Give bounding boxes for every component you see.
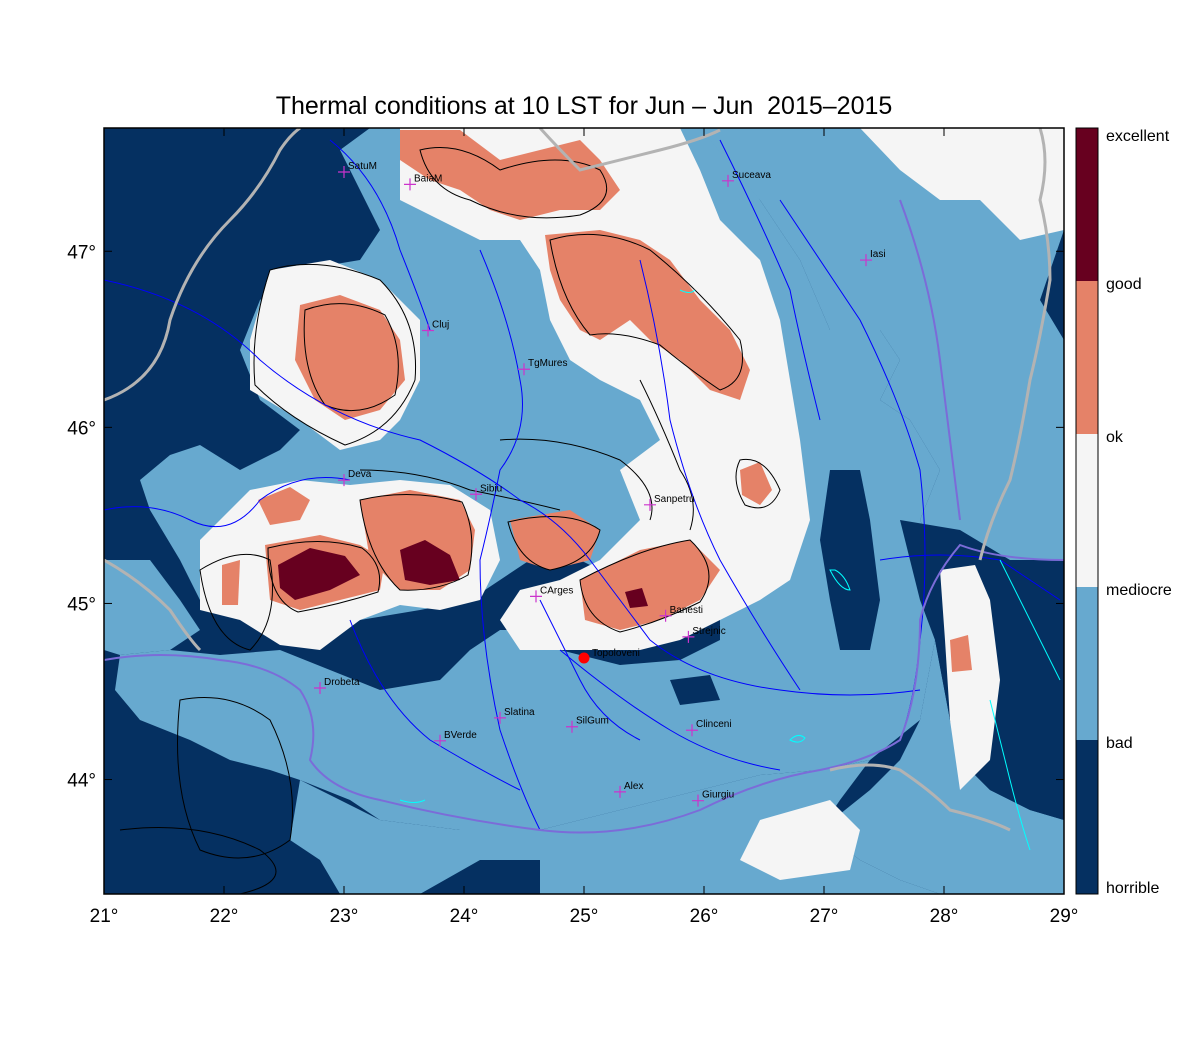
city-marker-iasi: [860, 254, 872, 267]
lon-tick-label-23: 23°: [330, 906, 359, 927]
colorbar-swatch-ok: [1076, 434, 1098, 587]
city-marker-banesti: [659, 609, 672, 622]
region-bad-east: [700, 128, 1064, 894]
city-marker-satum: [338, 166, 350, 179]
city-label-baiam: BaiaM: [414, 173, 442, 184]
national-borders: [104, 128, 1052, 832]
region-mediocre-northeast: [860, 128, 1064, 240]
city-label-satum: SatuM: [348, 161, 377, 172]
lon-tick-label-22: 22°: [210, 906, 239, 927]
site-marker-topoloveni: [578, 652, 590, 664]
region-good-fagaras: [510, 510, 600, 570]
lat-tick-label-45: 45°: [67, 594, 96, 615]
colorbar: excellent good ok mediocre bad horrible: [1075, 127, 1172, 897]
map-plot-area: [104, 128, 1064, 894]
lon-tick-label-26: 26°: [690, 906, 719, 927]
city-label-sibiu: Sibiu: [480, 483, 502, 494]
region-good-deva-west: [258, 487, 310, 525]
city-label-sanpetru: Sanpetru: [654, 494, 695, 505]
lon-tick-label-25: 25°: [570, 906, 599, 927]
lat-tick-label-44: 44°: [67, 771, 96, 792]
region-horrible-patch-a: [670, 675, 720, 705]
city-marker-alex: [614, 785, 626, 798]
city-marker-clinceni: [686, 724, 698, 737]
city-marker-tgmures: [518, 363, 530, 376]
colorbar-label-ok: ok: [1106, 429, 1124, 446]
colorbar-swatch-bad: [1076, 740, 1098, 894]
colorbar-swatch-good: [1076, 281, 1098, 434]
city-label-bverde: BVerde: [444, 730, 477, 741]
region-good-west-small: [222, 560, 240, 605]
site-marker-group: Topoloveni: [578, 648, 640, 664]
lakes-coastline: [399, 289, 1061, 851]
city-label-slatina: Slatina: [504, 707, 535, 718]
city-label-cluj: Cluj: [432, 320, 449, 331]
city-marker-baiam: [404, 178, 416, 191]
region-mediocre-south-patch: [740, 800, 860, 880]
lon-tick-label-28: 28°: [930, 906, 959, 927]
region-good-east-small: [740, 462, 772, 505]
city-label-iasi: Iasi: [870, 249, 886, 260]
region-bad-west: [104, 560, 200, 655]
colorbar-label-horrible: horrible: [1106, 880, 1159, 897]
colorbar-swatch-excellent: [1076, 128, 1098, 281]
city-marker-carges: [530, 590, 542, 603]
city-marker-slatina: [494, 711, 506, 724]
city-label-giurgiu: Giurgiu: [702, 790, 734, 801]
colorbar-label-good: good: [1106, 276, 1142, 293]
colorbar-label-bad: bad: [1106, 735, 1133, 752]
region-mediocre-north: [400, 128, 810, 650]
city-label-strejnic: Strejnic: [692, 626, 725, 637]
city-label-deva: Deva: [348, 469, 372, 480]
region-horrible-east-strip: [820, 470, 880, 650]
colorbar-label-excellent: excellent: [1106, 128, 1170, 145]
region-excellent-retezat: [278, 548, 360, 600]
colorbar-frame: [1075, 127, 1099, 895]
site-label-topoloveni: Topoloveni: [592, 648, 640, 659]
region-good-dobrogea: [950, 635, 972, 672]
danube-river: [104, 199, 1064, 834]
lon-tick-label-24: 24°: [450, 906, 479, 927]
city-label-suceava: Suceava: [732, 170, 771, 181]
region-good-north: [400, 130, 620, 220]
city-label-silgum: SilGum: [576, 716, 609, 727]
city-label-banesti: Banesti: [670, 605, 703, 616]
axis-ticks: 21° 22° 23° 24° 25° 26° 27° 28° 29° 44° 45° 46° 47°: [67, 128, 1078, 927]
city-label-tgmures: TgMures: [528, 358, 567, 369]
region-mediocre-east-ridge: [940, 565, 1000, 790]
city-marker-strejnic: [682, 630, 695, 643]
city-marker-cluj: [422, 324, 434, 337]
region-good-cluj: [295, 295, 405, 420]
city-marker-drobeta: [314, 681, 326, 694]
city-marker-giurgiu: [692, 794, 704, 807]
city-label-drobeta: Drobeta: [324, 677, 360, 688]
lat-tick-label-46: 46°: [67, 418, 96, 439]
region-excellent-fagaras: [625, 588, 648, 608]
region-good-northeast: [545, 230, 750, 400]
map-title: Thermal conditions at 10 LST for Jun – J…: [275, 92, 893, 120]
city-label-carges: CArges: [540, 585, 573, 596]
city-label-clinceni: Clinceni: [696, 719, 732, 730]
city-marker-suceava: [722, 174, 734, 187]
city-marker-sanpetru: [644, 498, 656, 511]
city-label-alex: Alex: [624, 781, 643, 792]
colorbar-label-mediocre: mediocre: [1106, 582, 1172, 599]
city-marker-sibiu: [470, 488, 482, 501]
colorbar-swatch-mediocre: [1076, 587, 1098, 740]
city-marker-bverde: [434, 734, 446, 747]
terrain-contours: [119, 147, 781, 894]
city-marker-deva: [338, 474, 350, 487]
lon-tick-label-27: 27°: [810, 906, 839, 927]
city-marker-silgum: [566, 720, 578, 733]
city-markers: SatuM BaiaM Suceava Iasi Cluj TgMures Deva Sibi…: [314, 161, 886, 807]
lat-tick-label-47: 47°: [67, 242, 96, 263]
lon-tick-label-21: 21°: [90, 906, 119, 927]
region-excellent-parang: [400, 540, 460, 585]
lon-tick-label-29: 29°: [1050, 906, 1079, 927]
